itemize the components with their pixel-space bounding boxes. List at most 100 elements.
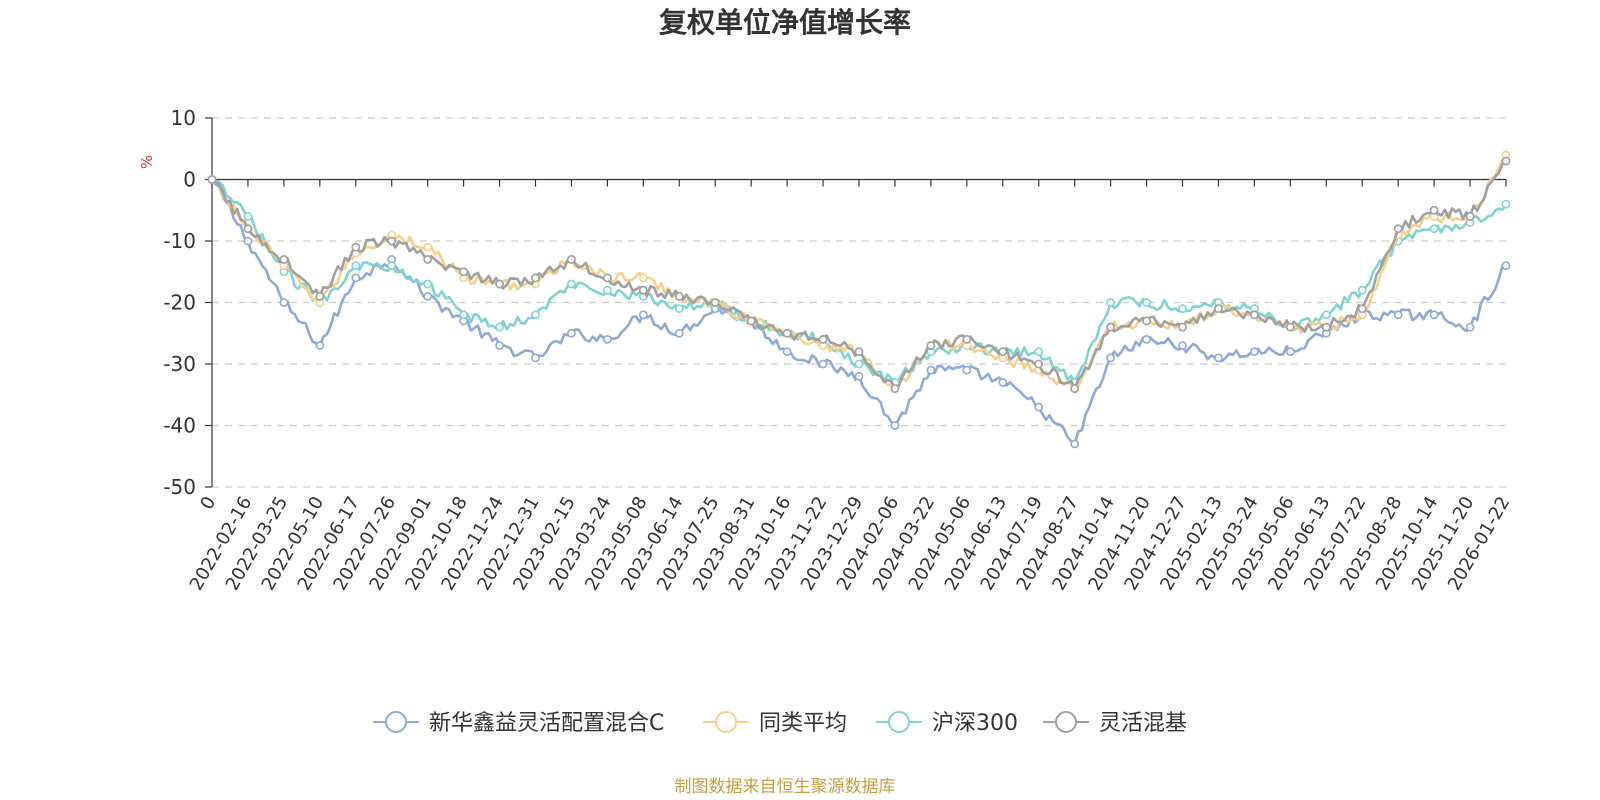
data-point [351, 261, 361, 270]
data-point [1393, 310, 1403, 320]
grid-lines [212, 117, 1506, 488]
data-point [1429, 205, 1439, 215]
legend-item[interactable]: 同类平均 [703, 711, 847, 736]
y-tick-label: 10 [171, 106, 196, 130]
data-point [1465, 211, 1475, 221]
y-tick-label: -50 [163, 475, 196, 499]
y-axis-ticks: 10 0 -10 -20 -30 -40 -50 [163, 106, 212, 499]
data-point [1034, 359, 1044, 369]
data-point [638, 273, 648, 283]
data-point [351, 242, 361, 252]
legend-item[interactable]: 沪深300 [876, 711, 1018, 736]
data-point [423, 279, 433, 289]
data-point [423, 255, 433, 264]
y-tick-label: -30 [163, 352, 196, 376]
data-point [854, 347, 864, 357]
data-point [998, 347, 1008, 357]
legend-label: 同类平均 [759, 711, 847, 736]
data-point [1321, 310, 1331, 320]
data-point [495, 322, 504, 332]
legend-marker [715, 711, 737, 733]
data-point [854, 371, 864, 381]
data-point [423, 291, 433, 301]
series-line [210, 178, 1507, 446]
y-axis-unit: % [138, 155, 156, 169]
data-point [602, 273, 612, 283]
data-point [674, 328, 684, 338]
data-point [207, 175, 217, 184]
data-point [315, 291, 325, 301]
data-point [782, 347, 792, 357]
data-point [1070, 439, 1080, 449]
data-point [387, 236, 397, 246]
data-point [674, 304, 684, 314]
data-point [998, 378, 1008, 387]
series-3 [207, 156, 1511, 393]
data-point [531, 273, 540, 283]
data-point [243, 211, 253, 221]
data-point [567, 328, 576, 338]
data-point [782, 328, 792, 338]
data-point [1106, 353, 1116, 363]
data-point [962, 365, 972, 375]
data-point [279, 298, 289, 307]
y-tick-label: 0 [183, 168, 196, 192]
data-point [495, 279, 504, 289]
data-point [1214, 353, 1223, 363]
data-point [818, 359, 828, 369]
data-point [1465, 322, 1475, 332]
data-point [459, 267, 469, 277]
legend-label: 新华鑫益灵活配置混合C [429, 711, 664, 736]
data-point [602, 285, 612, 295]
data-point [1142, 298, 1151, 307]
data-point [1214, 304, 1223, 314]
data-point [1285, 322, 1295, 332]
data-point [243, 224, 253, 234]
data-point [1357, 285, 1367, 295]
data-point [818, 334, 828, 344]
data-point [1429, 224, 1439, 234]
legend-marker [888, 711, 910, 733]
data-point [1429, 310, 1439, 320]
data-point [1501, 261, 1511, 270]
data-point [1178, 322, 1187, 332]
data-point [1393, 224, 1403, 234]
data-point [674, 291, 684, 301]
data-point [854, 359, 864, 369]
data-point [459, 310, 469, 320]
legend-label: 灵活混基 [1099, 711, 1187, 736]
data-point [1070, 384, 1080, 393]
data-point [962, 334, 972, 344]
y-tick-label: -10 [163, 229, 196, 253]
data-point [926, 365, 936, 375]
legend-item[interactable]: 新华鑫益灵活配置混合C [373, 711, 664, 736]
data-point [1034, 347, 1044, 357]
data-point [243, 236, 253, 246]
data-point [746, 316, 756, 326]
data-point [351, 273, 361, 283]
data-point [315, 341, 325, 350]
legend-item[interactable]: 灵活混基 [1043, 711, 1187, 736]
data-point [495, 341, 504, 350]
data-point [531, 310, 540, 320]
data-point [638, 310, 648, 320]
data-point [1178, 341, 1187, 350]
data-point [1034, 402, 1044, 412]
source-note: 制图数据来自恒生聚源数据库 [675, 777, 896, 797]
data-point [1142, 334, 1151, 344]
data-point [1357, 304, 1367, 314]
data-point [387, 261, 397, 270]
data-point [567, 279, 576, 289]
data-point [567, 255, 576, 264]
legend-marker [1055, 711, 1077, 733]
legend[interactable]: 新华鑫益灵活配置混合C 同类平均 沪深300 灵活混基 [373, 711, 1187, 736]
data-point [1142, 316, 1151, 326]
data-point [1321, 322, 1331, 332]
data-point [890, 384, 900, 393]
data-point [1285, 347, 1295, 357]
data-point [279, 255, 289, 264]
data-point [423, 242, 433, 252]
data-point [1249, 347, 1259, 357]
data-point [1501, 199, 1511, 209]
